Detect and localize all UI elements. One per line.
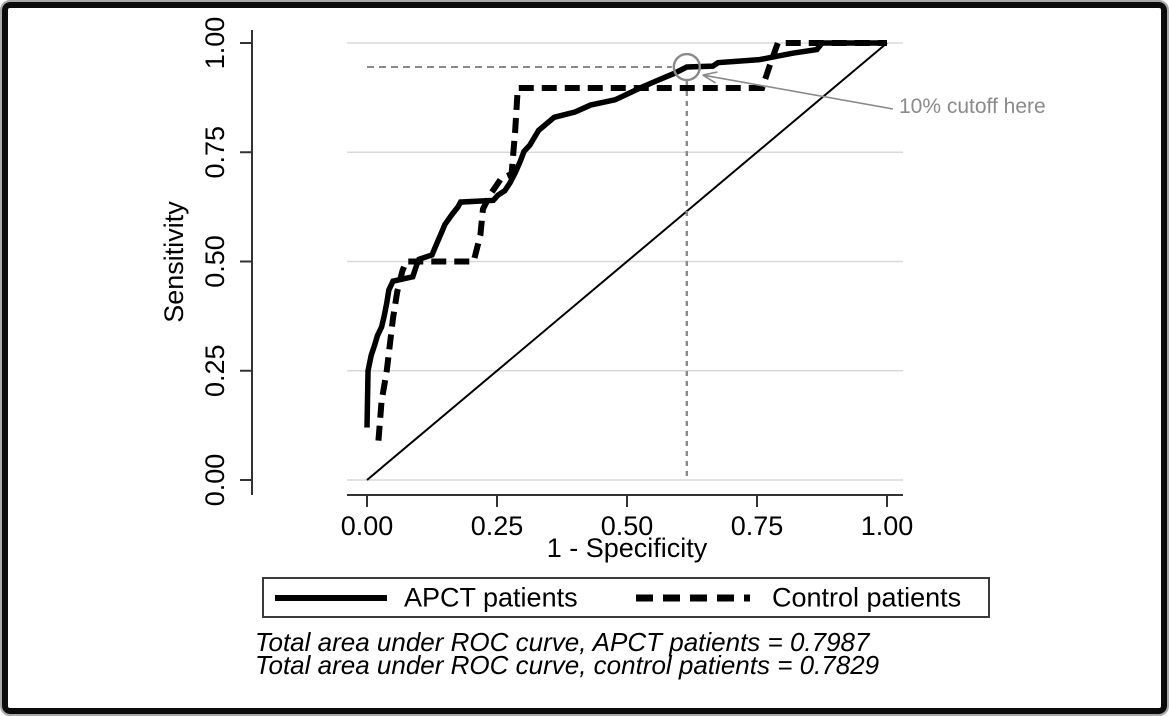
cutoff-circle-marker (672, 52, 701, 82)
y-tick-label: 0.50 (200, 235, 230, 288)
auc-line-control: Total area under ROC curve, control pati… (255, 650, 880, 680)
legend-box: APCT patients Control patients (262, 577, 990, 618)
legend-label-control: Control patients (772, 582, 962, 612)
x-tick-label: 0.50 (601, 511, 654, 541)
cutoff-annotation-label: 10% cutoff here (899, 95, 1046, 118)
reference-line (366, 42, 888, 481)
x-tick-label: 1.00 (861, 511, 914, 541)
roc-curve-dashed (375, 40, 887, 441)
annotation-arrowhead (702, 74, 716, 84)
roc-curve-solid (364, 40, 887, 428)
legend-label-apct: APCT patients (404, 582, 578, 612)
x-axis-title: 1 - Specificity (547, 533, 708, 563)
apct-line-sample (275, 594, 387, 601)
y-tick-label: 0.00 (200, 454, 230, 507)
y-tick-label: 0.75 (200, 126, 230, 179)
auc-line-apct: Total area under ROC curve, APCT patient… (255, 627, 870, 657)
auc-footnotes: Total area under ROC curve, APCT patient… (255, 627, 880, 680)
annotation-arrowhead (702, 71, 718, 76)
x-tick-label: 0.00 (341, 511, 394, 541)
x-tick-label: 0.25 (471, 511, 524, 541)
x-tick-label: 0.75 (731, 511, 784, 541)
y-axis-title: Sensitivity (159, 201, 189, 323)
y-tick-label: 1.00 (200, 17, 230, 70)
control-line-sample (636, 594, 750, 601)
annotation-arrow (702, 74, 894, 110)
y-tick-label: 0.25 (200, 344, 230, 397)
